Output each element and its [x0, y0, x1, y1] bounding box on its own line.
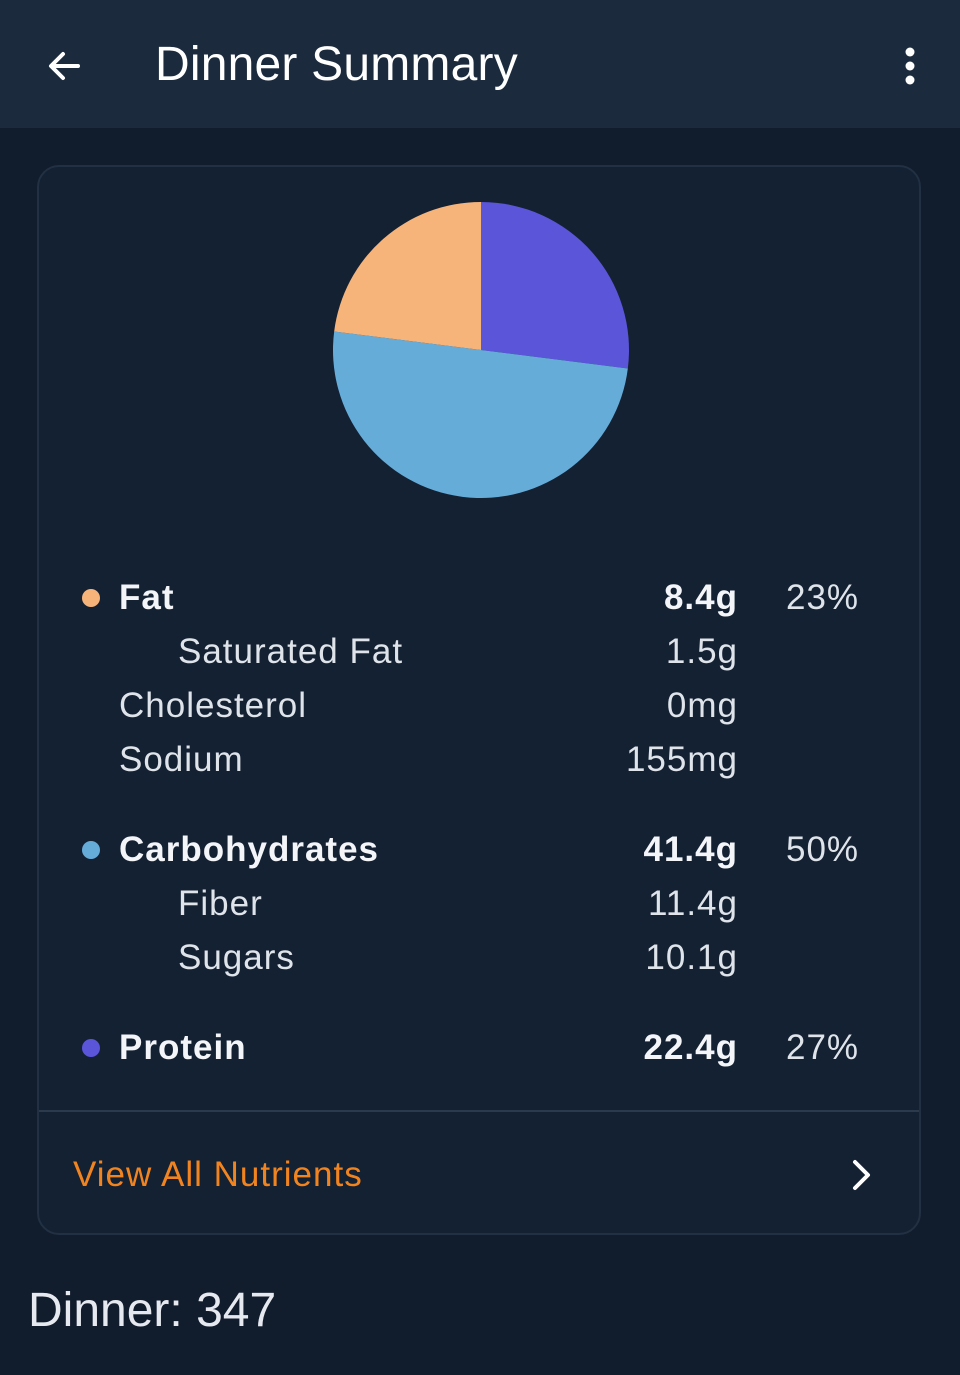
nutrient-amount: 10.1g: [645, 938, 738, 977]
pie-slice-fat: [334, 202, 481, 350]
page-title: Dinner Summary: [155, 38, 518, 91]
app-bar: Dinner Summary: [0, 0, 960, 128]
nutrient-row-saturated-fat: Saturated Fat 1.5g: [39, 625, 923, 679]
nutrient-amount: 155mg: [625, 740, 738, 779]
fat-dot: [82, 589, 100, 607]
nutrient-row-sugars: Sugars 10.1g: [39, 931, 923, 985]
nutrient-amount: 0mg: [666, 686, 738, 725]
arrow-left-icon: [49, 52, 80, 80]
view-all-nutrients-label: View All Nutrients: [73, 1155, 363, 1194]
nutrient-amount: 11.4g: [648, 884, 738, 923]
nutrient-row-protein: Protein 22.4g 27%: [39, 1021, 923, 1075]
nutrient-row-fat: Fat 8.4g 23%: [39, 571, 923, 625]
nutrient-percent: 27%: [786, 1028, 860, 1067]
card-divider: [39, 1110, 919, 1112]
nutrient-name: Saturated Fat: [178, 632, 404, 671]
pie-slice-protein: [481, 202, 629, 369]
nutrient-percent: 50%: [786, 830, 860, 869]
nutrition-card: Fat 8.4g 23% Saturated Fat 1.5g Choleste…: [37, 165, 921, 1235]
nutrient-name: Protein: [119, 1028, 247, 1067]
nutrient-name: Cholesterol: [119, 686, 308, 725]
carbohydrates-dot: [82, 841, 100, 859]
nutrient-amount: 22.4g: [643, 1028, 738, 1067]
more-options-button[interactable]: [880, 36, 940, 96]
nutrient-name: Fiber: [178, 884, 263, 923]
dinner-calories-text: Dinner: 347: [28, 1284, 277, 1337]
nutrient-row-cholesterol: Cholesterol 0mg: [39, 679, 923, 733]
nutrient-row-carbohydrates: Carbohydrates 41.4g 50%: [39, 823, 923, 877]
nutrient-row-sodium: Sodium 155mg: [39, 733, 923, 787]
nutrient-name: Sodium: [119, 740, 244, 779]
view-all-nutrients-button[interactable]: View All Nutrients: [39, 1112, 919, 1233]
pie-slice-carbohydrates: [333, 331, 628, 499]
more-vertical-icon: [905, 47, 915, 85]
back-button[interactable]: [34, 36, 94, 96]
nutrient-amount: 1.5g: [665, 632, 738, 671]
nutrient-amount: 41.4g: [643, 830, 738, 869]
macronutrient-pie-chart: [333, 202, 629, 499]
protein-dot: [82, 1039, 100, 1057]
nutrient-name: Fat: [119, 578, 175, 617]
nutrient-name: Carbohydrates: [119, 830, 380, 869]
nutrient-name: Sugars: [178, 938, 295, 977]
nutrient-amount: 8.4g: [663, 578, 738, 617]
nutrient-percent: 23%: [786, 578, 860, 617]
nutrient-row-fiber: Fiber 11.4g: [39, 877, 923, 931]
chevron-right-icon: [853, 1160, 870, 1190]
